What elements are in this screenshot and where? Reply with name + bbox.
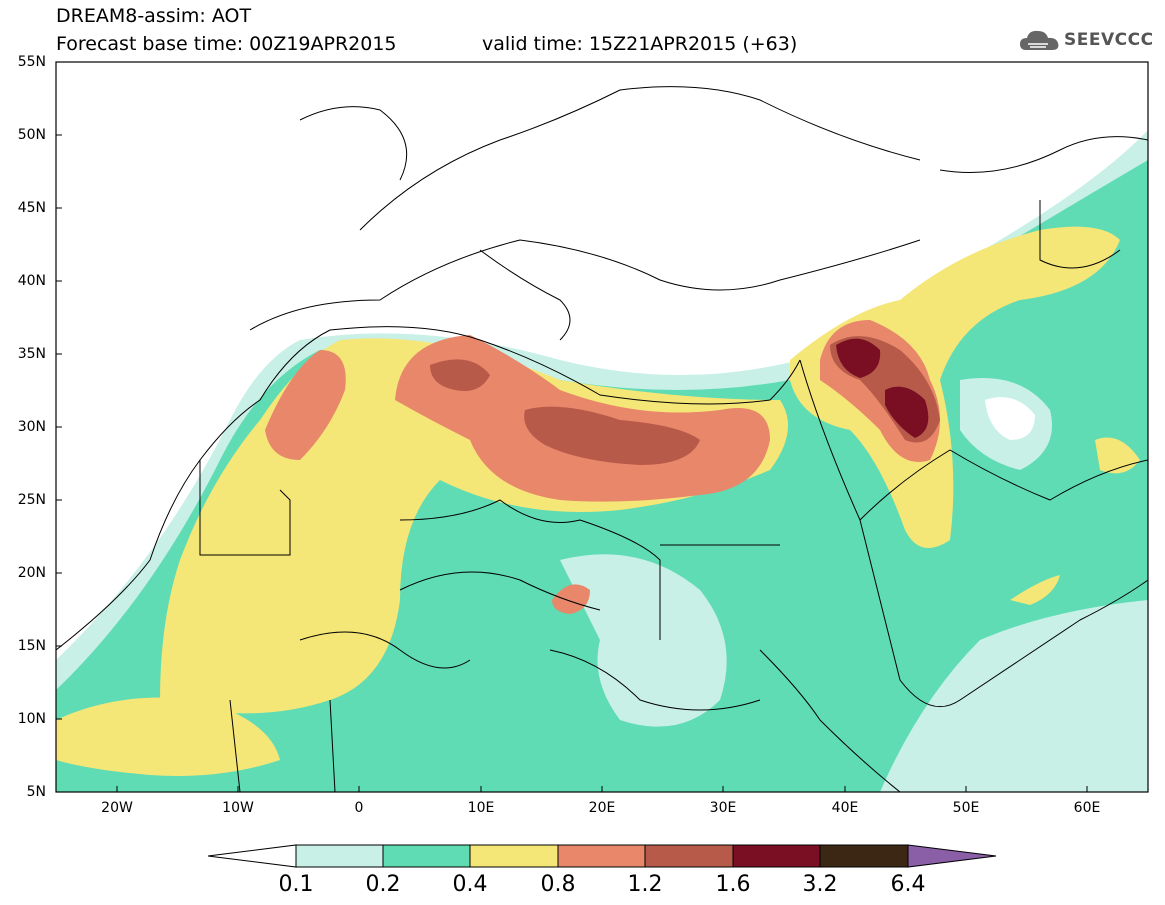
- colorbar-cell-0.2-0.4: [382, 844, 471, 868]
- lat-ticks: [56, 61, 62, 720]
- seevccc-logo: SEEVCCC: [1018, 26, 1158, 56]
- colorbar-label: 1.2: [627, 872, 663, 897]
- colorbar-cell-1.2-1.6: [644, 844, 734, 868]
- lon-label: 60E: [1073, 800, 1101, 816]
- aot-level-1.6-south: [885, 386, 929, 438]
- lat-label: 40N: [17, 273, 46, 289]
- forecast-base-time: Forecast base time: 00Z19APR2015: [56, 33, 397, 55]
- valid-time: valid time: 15Z21APR2015 (+63): [482, 33, 798, 55]
- colorbar-cell-1.6-3.2: [732, 844, 821, 868]
- lon-label: 20W: [101, 800, 133, 816]
- colorbar-label: 0.2: [365, 872, 401, 897]
- lat-label: 50N: [17, 127, 46, 143]
- logo-text: SEEVCCC: [1064, 30, 1154, 50]
- aot-level-0.4-band-south: [56, 697, 280, 776]
- lat-label: 55N: [17, 54, 46, 70]
- map-title: DREAM8-assim: AOT: [56, 5, 252, 27]
- colorbar-label: 0.1: [278, 872, 314, 897]
- colorbar: [207, 844, 997, 868]
- aot-level-0.1-patch: [560, 554, 727, 727]
- colorbar-cell-below-0.1: [207, 844, 297, 868]
- colorbar-cell-0.8-1.2: [557, 844, 646, 868]
- aot-level-0.8-west: [265, 350, 346, 460]
- lat-label: 5N: [26, 784, 46, 800]
- lat-label: 25N: [17, 492, 46, 508]
- lon-label: 50E: [952, 800, 980, 816]
- lat-label: 30N: [17, 419, 46, 435]
- lon-label: 10W: [222, 800, 254, 816]
- lat-label: 20N: [17, 565, 46, 581]
- aot-shading: [56, 62, 1148, 792]
- colorbar-label: 6.4: [890, 872, 926, 897]
- lon-ticks: [116, 786, 1088, 792]
- colorbar-cell-0.4-0.8: [469, 844, 559, 868]
- aot-blank-patch: [985, 397, 1035, 440]
- lat-label: 10N: [17, 711, 46, 727]
- lon-label: 30E: [709, 800, 737, 816]
- aot-level-0.8-chad: [552, 584, 590, 614]
- coastlines: [56, 86, 1148, 792]
- aot-level-1.6-north: [836, 338, 881, 378]
- lat-label: 45N: [17, 200, 46, 216]
- lon-label: 20E: [588, 800, 616, 816]
- colorbar-label: 1.6: [715, 872, 751, 897]
- cloud-icon: [1020, 30, 1059, 50]
- colorbar-cell-above-6.4: [907, 844, 997, 868]
- colorbar-label: 0.8: [540, 872, 576, 897]
- colorbar-cell-0.1-0.2: [295, 844, 384, 868]
- lon-label: 40E: [831, 800, 859, 816]
- aot-level-1.2: [430, 359, 490, 391]
- colorbar-label: 3.2: [802, 872, 838, 897]
- lon-label: 10E: [467, 800, 495, 816]
- colorbar-cell-3.2-6.4: [819, 844, 909, 868]
- colorbar-label: 0.4: [452, 872, 488, 897]
- aot-level-1.2-libya: [524, 406, 700, 465]
- lat-label: 35N: [17, 346, 46, 362]
- lon-label: 0: [354, 800, 364, 816]
- lat-label: 15N: [17, 638, 46, 654]
- aot-level-0.4-oman: [1010, 575, 1060, 605]
